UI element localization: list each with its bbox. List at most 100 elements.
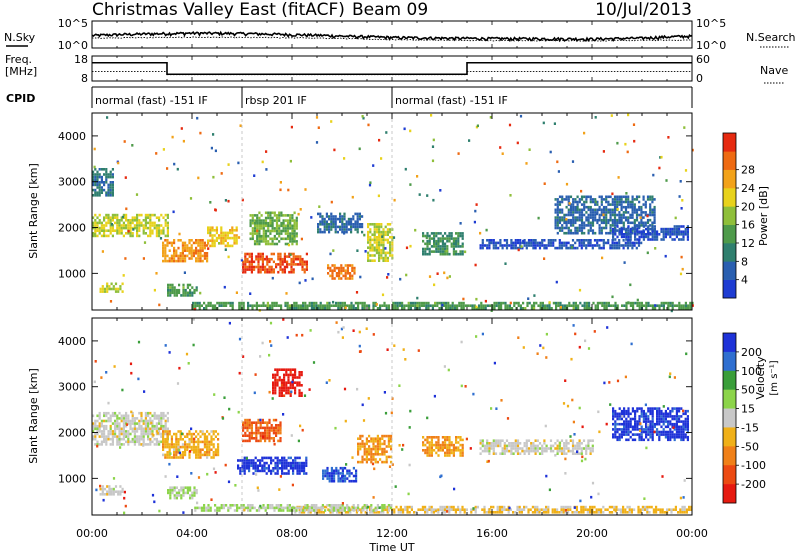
heatmap-cell — [133, 419, 136, 423]
heatmap-cell — [660, 417, 663, 421]
heatmap-cell — [614, 233, 617, 236]
heatmap-cell — [686, 422, 689, 426]
heatmap-cell — [624, 241, 627, 245]
heatmap-cell — [120, 216, 123, 219]
heatmap-cell — [173, 252, 176, 255]
heatmap-cell — [372, 164, 375, 167]
heatmap-cell — [505, 246, 509, 250]
heatmap-cell — [131, 427, 134, 431]
heatmap-cell — [256, 240, 259, 243]
heatmap-cell — [416, 301, 419, 305]
heatmap-cell — [427, 301, 430, 305]
heatmap-cell — [572, 221, 575, 225]
nave-tick-bottom: 0 — [696, 72, 703, 85]
colorbar-tick-label: 28 — [741, 164, 755, 177]
heatmap-cell — [289, 461, 292, 465]
heatmap-cell — [378, 259, 381, 262]
heatmap-cell — [344, 272, 347, 275]
heatmap-cell — [580, 452, 583, 455]
heatmap-cell — [178, 494, 181, 497]
heatmap-cell — [600, 208, 603, 212]
heatmap-cell — [545, 244, 548, 247]
heatmap-cell — [618, 218, 621, 222]
heatmap-cell — [199, 440, 202, 444]
heatmap-cell — [155, 152, 158, 155]
heatmap-cell — [368, 304, 371, 307]
heatmap-cell — [251, 214, 254, 217]
heatmap-cell — [627, 198, 630, 201]
heatmap-cell — [651, 420, 654, 423]
heatmap-cell — [129, 226, 132, 230]
heatmap-cell — [430, 451, 433, 455]
heatmap-cell — [565, 198, 568, 201]
heatmap-cell — [242, 421, 245, 424]
heatmap-cell — [331, 277, 334, 280]
heatmap-cell — [344, 466, 347, 470]
heatmap-cell — [335, 466, 338, 470]
heatmap-cell — [287, 461, 290, 465]
heatmap-cell — [251, 229, 254, 233]
heatmap-cell — [276, 368, 279, 371]
heatmap-cell — [656, 412, 659, 416]
heatmap-cell — [249, 224, 252, 228]
heatmap-cell — [444, 441, 447, 444]
heatmap-cell — [607, 208, 610, 212]
heatmap-cell — [120, 224, 123, 227]
heatmap-cell — [125, 216, 128, 219]
heatmap-cell — [269, 219, 272, 222]
heatmap-cell — [492, 452, 495, 455]
heatmap-cell — [103, 229, 106, 232]
heatmap-cell — [147, 226, 150, 230]
heatmap-cell — [267, 240, 270, 243]
heatmap-cell — [248, 434, 251, 437]
heatmap-cell — [289, 237, 292, 241]
heatmap-cell — [274, 391, 277, 395]
heatmap-cell — [206, 430, 209, 433]
heatmap-cell — [136, 435, 139, 438]
heatmap-cell — [349, 272, 352, 275]
heatmap-cell — [660, 425, 663, 429]
heatmap-cell — [607, 203, 610, 206]
heatmap-cell — [556, 439, 559, 442]
heatmap-cell — [188, 257, 191, 260]
heatmap-cell — [282, 219, 285, 222]
heatmap-cell — [96, 443, 99, 446]
heatmap-cell — [255, 424, 258, 427]
heatmap-cell — [516, 452, 520, 455]
heatmap-cell — [489, 304, 492, 307]
heatmap-cell — [499, 244, 502, 247]
heatmap-cell — [120, 430, 123, 433]
heatmap-cell — [106, 485, 109, 488]
heatmap-cell — [523, 241, 526, 245]
heatmap-cell — [658, 409, 661, 413]
heatmap-cell — [582, 244, 586, 247]
heatmap-cell — [270, 424, 273, 427]
heatmap-cell — [352, 304, 355, 307]
heatmap-cell — [437, 245, 440, 248]
heatmap-cell — [326, 472, 329, 475]
heatmap-cell — [98, 221, 101, 225]
heatmap-cell — [613, 216, 617, 219]
heatmap-cell — [166, 440, 169, 444]
heatmap-cell — [274, 467, 277, 470]
heatmap-cell — [164, 424, 167, 428]
heatmap-cell — [259, 469, 262, 473]
heatmap-cell — [168, 249, 171, 252]
heatmap-cell — [261, 421, 264, 424]
heatmap-cell — [245, 459, 248, 462]
heatmap-cell — [171, 135, 174, 139]
heatmap-cell — [203, 432, 206, 436]
heatmap-cell — [191, 491, 194, 495]
heatmap-cell — [287, 188, 290, 192]
heatmap-cell — [333, 148, 336, 152]
heatmap-cell — [210, 448, 213, 451]
heatmap-cell — [275, 219, 279, 222]
heatmap-cell — [631, 198, 634, 201]
heatmap-cell — [212, 456, 215, 459]
heatmap-cell — [585, 444, 588, 448]
heatmap-cell — [262, 301, 265, 305]
heatmap-cell — [446, 451, 449, 455]
heatmap-cell — [634, 233, 637, 236]
noise-sky-label: N.Sky — [4, 31, 36, 44]
heatmap-cell — [353, 269, 356, 272]
